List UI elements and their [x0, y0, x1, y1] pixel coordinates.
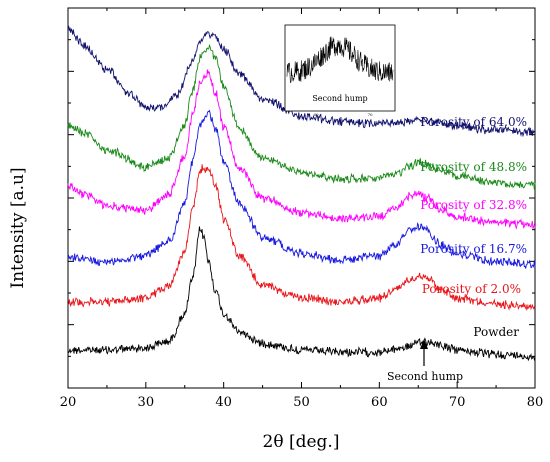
axis-ticks: [67, 8, 536, 388]
x-tick-label: 40: [215, 395, 232, 410]
second-hump-annotation: Second hump: [387, 339, 463, 383]
x-axis-label: 2θ [deg.]: [263, 432, 340, 452]
series-label-2: Porosity of 16.7%: [420, 242, 527, 256]
inset-series: [286, 36, 394, 83]
inset-x-tick-label-60: 60: [313, 112, 319, 117]
inset-plot: Second hump 60 70: [284, 24, 396, 117]
series-line-2: [67, 109, 536, 269]
x-tick-label: 20: [60, 395, 77, 410]
series-line-4: [67, 43, 536, 190]
inset-label: Second hump: [312, 94, 367, 103]
series-label-1: Porosity of 2.0%: [422, 282, 521, 296]
series-label-3: Porosity of 32.8%: [420, 198, 527, 212]
series-labels: Powder Porosity of 2.0% Porosity of 16.7% P…: [420, 115, 527, 339]
series-line-5: [67, 25, 536, 138]
x-tick-label: 60: [371, 395, 388, 410]
x-tick-label: 30: [138, 395, 155, 410]
second-hump-label: Second hump: [387, 370, 463, 383]
series-line-1: [67, 164, 536, 311]
series-label-4: Porosity of 48.8%: [420, 160, 527, 174]
x-tick-label: 50: [293, 395, 310, 410]
series-line-3: [67, 69, 536, 230]
inset-frame: [284, 24, 396, 112]
inset-x-tick-label-70: 70: [367, 112, 373, 117]
series-label-5: Porosity of 64.0%: [420, 115, 527, 129]
series-label-0: Powder: [473, 325, 519, 339]
series-layer: [67, 25, 536, 362]
x-tick-label: 70: [449, 395, 466, 410]
x-tick-labels: 20 30 40 50 60 70 80: [60, 395, 544, 410]
inset-line: [286, 36, 394, 83]
series-line-0: [67, 226, 536, 362]
annotation-arrow-head: [420, 339, 428, 349]
x-tick-label: 80: [527, 395, 544, 410]
y-axis-label: Intensity [a.u]: [8, 167, 28, 288]
